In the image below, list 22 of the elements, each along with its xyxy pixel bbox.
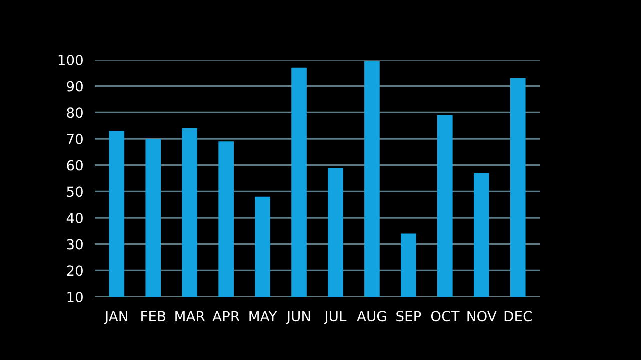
x-tick-label: OCT [431,311,460,322]
y-tick-label: 50 [67,186,83,198]
y-tick-label: 10 [68,292,83,302]
x-tick-label: NOV [468,311,497,322]
y-tick-label: 30 [67,239,83,250]
y-tick-label: 40 [66,212,83,224]
x-tick-label: APR [212,311,240,322]
y-tick-label: 60 [67,160,83,171]
y-tick-label: 100 [58,54,83,66]
x-tick-label: MAR [176,311,206,322]
x-tick-label: DEC [504,311,532,322]
x-tick-label: AUG [357,311,386,322]
y-tick-label: 70 [67,134,83,144]
x-tick-label: FEB [142,311,166,322]
y-tick-label: 20 [67,266,83,276]
x-tick-label: JUN [286,311,310,324]
y-tick-label: 90 [67,81,83,92]
x-tick-label: JUL [324,311,347,324]
x-tick-label: JAN [104,311,128,324]
x-tick-label: MAY [250,311,278,322]
x-tick-label: SEP [396,311,422,322]
y-tick-label: 80 [67,108,83,118]
